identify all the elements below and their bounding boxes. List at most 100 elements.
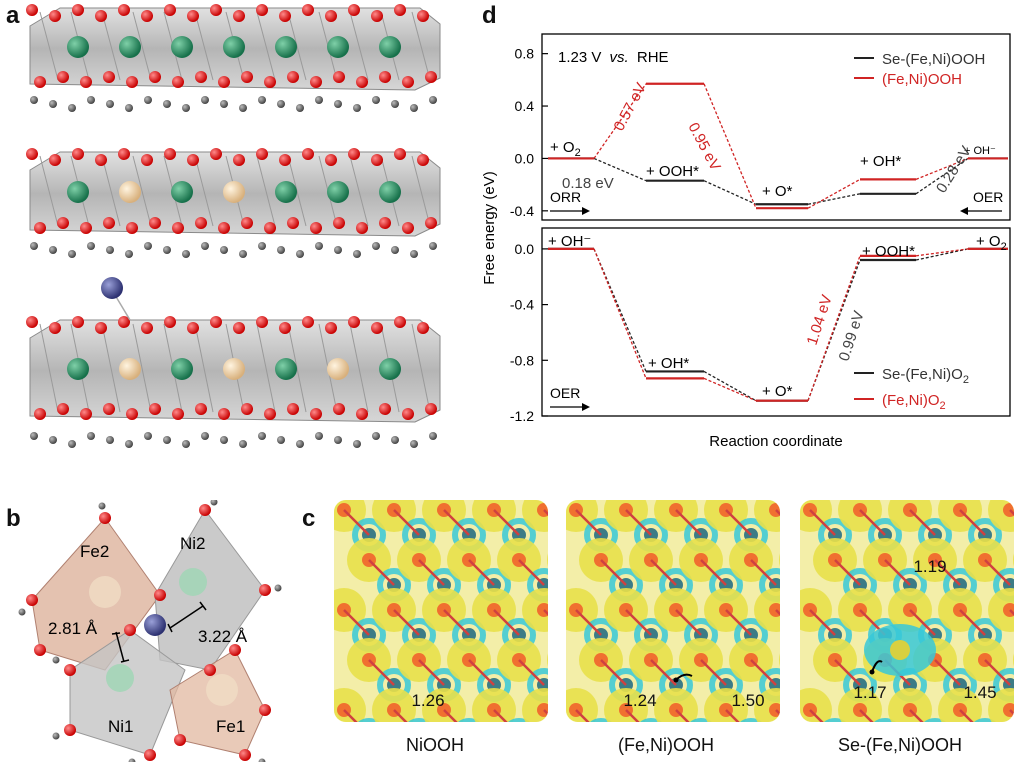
metal-oxygen-bond [343, 709, 370, 722]
nickel-atom [379, 358, 401, 380]
oxygen-atom [118, 148, 130, 160]
ni1-atom [106, 664, 134, 692]
hydrogen-atom [68, 250, 76, 258]
depletion-ring [684, 718, 718, 722]
y-tick-label: -0.8 [510, 352, 534, 368]
octahedron-edge [411, 323, 431, 413]
metal-oxygen-bond [443, 609, 470, 636]
oxygen-atom [172, 408, 184, 420]
hydrogen-atom [277, 246, 285, 254]
oxygen-atom [210, 4, 222, 16]
nickel-atom [327, 36, 349, 58]
metal-oxygen-bond [625, 609, 652, 636]
se-site [890, 640, 910, 660]
hydrogen-atom [87, 96, 95, 104]
bader-charge-value: 1.17 [853, 683, 886, 702]
hydrogen-atom [163, 246, 171, 254]
oxygen-atom [218, 76, 230, 88]
oxygen-atom [259, 704, 271, 716]
oxygen-atom [141, 322, 153, 334]
connector [593, 83, 647, 159]
metal-oxygen-bond [443, 509, 470, 536]
oxygen-atom [141, 10, 153, 22]
oxygen-atom [233, 322, 245, 334]
oxygen-atom [310, 408, 322, 420]
octahedron-edge [349, 11, 369, 81]
oxygen-atom [417, 322, 429, 334]
oxygen-atom [241, 217, 253, 229]
oxygen-atom [287, 217, 299, 229]
oxygen-atom [49, 322, 61, 334]
y-tick-label: -0.4 [510, 203, 534, 219]
connector [593, 157, 647, 182]
oxygen-atom [256, 4, 268, 16]
depletion-ring [402, 718, 436, 722]
shift-arrowhead [673, 677, 679, 683]
oxygen-atom [302, 316, 314, 328]
oxygen-atom [57, 403, 69, 415]
hydrogen-atom [220, 246, 228, 254]
metal-oxygen-bond [809, 609, 836, 636]
oxygen-atom [310, 222, 322, 234]
potential-annotation: 1.23 V vs. RHE [558, 49, 669, 66]
oxygen-atom [103, 403, 115, 415]
ni1-label: Ni1 [108, 717, 134, 736]
oxygen-atom [402, 76, 414, 88]
oxygen-atom [371, 10, 383, 22]
oxygen-atom [164, 316, 176, 328]
oxygen-atom [256, 148, 268, 160]
map-caption-se-feniooh: Se-(Fe,Ni)OOH [837, 735, 962, 755]
hydrogen-atom [315, 432, 323, 440]
oxygen-atom [325, 322, 337, 334]
hydrogen-atom [87, 242, 95, 250]
panel-a-letter: a [6, 2, 20, 29]
iron-atom [119, 181, 141, 203]
metal-oxygen-bond [959, 509, 986, 536]
oxygen-atom [356, 76, 368, 88]
oer-arrowhead-top [960, 207, 968, 215]
oer-arrow-label-bottom: OER [550, 385, 580, 401]
hydrogen-atom [372, 432, 380, 440]
oxygen-atom [80, 408, 92, 420]
hydrogen-atom [128, 758, 136, 762]
state-label: + OOH* [646, 163, 699, 180]
oxygen-atom [210, 316, 222, 328]
nickel-atom [171, 358, 193, 380]
oxygen-atom [279, 10, 291, 22]
oxygen-atom [210, 148, 222, 160]
metal-oxygen-bond [493, 509, 520, 536]
metal-oxygen-bond [984, 659, 1011, 686]
state-label: + OH⁻ [964, 145, 996, 157]
hydrogen-atom [372, 96, 380, 104]
oxygen-atom [348, 316, 360, 328]
hydrogen-atom [182, 104, 190, 112]
oxygen-atom [218, 222, 230, 234]
metal-oxygen-bond [368, 659, 395, 686]
hydrogen-atom [353, 440, 361, 448]
nickel-atom [67, 36, 89, 58]
nickel-atom [67, 181, 89, 203]
oxygen-atom [149, 403, 161, 415]
oxygen-atom [34, 644, 46, 656]
metal-oxygen-bond [468, 559, 495, 586]
metal-oxygen-bond [575, 609, 602, 636]
oxygen-atom [26, 316, 38, 328]
hydrogen-atom [182, 440, 190, 448]
oxygen-atom [371, 154, 383, 166]
y-tick-label: -1.2 [510, 408, 534, 424]
state-label: + OH* [860, 153, 901, 170]
ni2-atom [179, 568, 207, 596]
depletion-ring [818, 718, 852, 722]
metal-oxygen-bond [959, 609, 986, 636]
oxygen-atom [325, 154, 337, 166]
oxygen-atom [233, 10, 245, 22]
charge-map [334, 500, 548, 722]
metal-oxygen-bond [934, 559, 961, 586]
oxygen-atom [256, 316, 268, 328]
metal-oxygen-bond [859, 509, 886, 536]
hydrogen-atom [315, 96, 323, 104]
iron-atom [223, 181, 245, 203]
ni1-octahedron [69, 629, 186, 756]
bader-charge-value: 1.26 [411, 691, 444, 710]
hydrogen-atom [144, 432, 152, 440]
